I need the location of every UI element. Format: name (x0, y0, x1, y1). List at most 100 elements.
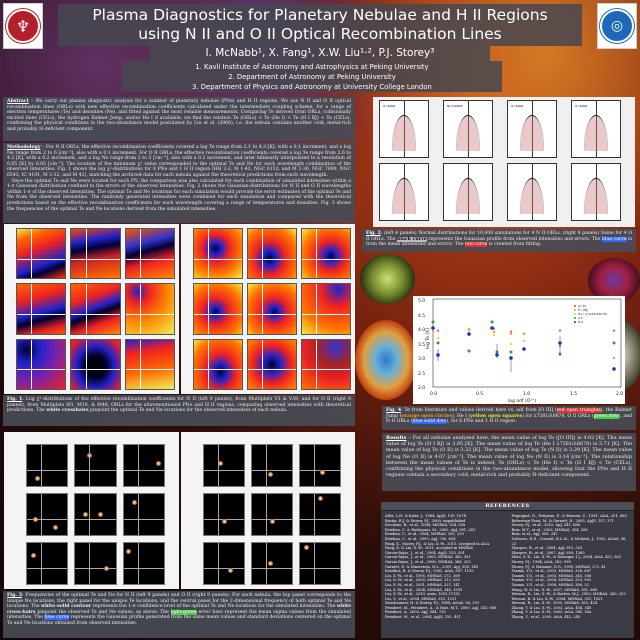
frequency-panel (26, 444, 69, 487)
affiliations: 1. Kavli Institute of Astronomy and Astr… (122, 61, 502, 92)
fig2-text-2: represents the Gaussian profile from obs… (426, 236, 602, 242)
distribution-label: I₀=1000 (383, 104, 396, 108)
heatmap-panel (70, 338, 121, 390)
fig2-black-curve: black curve (397, 236, 427, 242)
fig3-bold-2: white cross-hairs (7, 604, 351, 615)
reference-item: Peimbert, M., et al., 2004, ApJS, 150, 4… (385, 615, 461, 620)
fig1-caption-end: pinpoint the optimal Te and Ne locations… (88, 408, 288, 414)
frequency-panel (74, 542, 117, 585)
reference-item: Liu, X.-W., et al., 2004, MNRAS, 348, 19… (385, 587, 463, 592)
svg-text:3.5: 3.5 (418, 342, 425, 348)
affiliation-3: 3. Department of Physics and Astronomy a… (192, 83, 432, 91)
reference-item: Tsamis, Y.G., et al., 2008, MNRAS, 386, … (511, 582, 589, 587)
reference-item: Zhang, Y. & Liu, X.-W., 2005, A&A, 545, … (511, 610, 592, 615)
heatmap-panel (301, 283, 351, 335)
reference-item: Esteban, C., et al., 2004, MNRAS, 355, 2… (385, 532, 464, 537)
nebula-image-ring (355, 320, 417, 400)
reference-item: Nussbaumer, H. & Storey, P.J., 1984, A&A… (385, 601, 480, 606)
fig3-n2-frequency-plots (4, 432, 179, 589)
fig4-text-1: : Te from literature and values derived … (401, 408, 557, 413)
svg-text:4.5: 4.5 (418, 313, 425, 319)
heatmap-panel (16, 283, 67, 335)
fig1-o2-heatmaps (181, 224, 355, 394)
peking-university-logo: ♆ (3, 3, 43, 49)
abstract-text: – We carry out plasma diagnostic analysi… (7, 99, 351, 132)
heatmap-panel (193, 283, 243, 335)
distribution-label: I₀=1000 (511, 104, 524, 108)
fig1-caption: Fig. 1: Log χ²-distributions of the effe… (3, 395, 355, 426)
reference-item: Wesson, R., Liu, X.-W., & Barlow, M.J., … (511, 592, 626, 597)
reference-item: Ercolano, B., et al., 2004, MNRAS, 354, … (385, 523, 466, 528)
reference-item: Sharpee, B., et al., 2007, ApJ, 659, 126… (511, 550, 585, 555)
reference-item: Peimbert, M., Peimbert, A., & Ruiz, M.T.… (385, 605, 497, 610)
methodology-paragraph-1: – For N II ORLs, the effective recombina… (7, 145, 351, 178)
fig4-text-5: ), and N II ORLs ( (386, 413, 633, 425)
fig2-red-curve: red curve (464, 242, 488, 248)
distribution-panel (379, 163, 429, 221)
fig2-distributions: I₀=1000 N₀=10000 I₀=1000 I₀=1000 (373, 97, 635, 227)
distribution-panel: I₀=1000 (507, 100, 557, 158)
svg-text:He I (λ7281/λ6678): He I (λ7281/λ6678) (578, 312, 607, 316)
fig2-caption-text: : (left 4 panels) Normal distributions f… (366, 231, 633, 242)
svg-text:log Te [K]: log Te [K] (425, 328, 431, 349)
svg-text:1.0: 1.0 (523, 391, 530, 397)
fig3-text-2: represents the 1-σ confidence level of t… (91, 604, 337, 610)
fig4-blue-dots: blue solid dots (412, 419, 447, 425)
reference-item: Bastin, R.J. & Storey, P.J., 2009, unpub… (385, 518, 466, 523)
reference-item: Wang, W. & Liu, X.-W., 2007, MNRAS, 381,… (511, 587, 598, 592)
fig2-label: Fig. 2 (366, 231, 381, 236)
references-heading: REFERENCES (381, 502, 634, 511)
references-panel: REFERENCES Aller, L.H. & Kaler, J., 1964… (381, 502, 634, 638)
reference-item: Tsamis, Y.G., et al., 2004, MNRAS, 353, … (511, 578, 592, 583)
fig4-scatter-plot: 5.0 4.5 4.0 3.5 3.0 2.5 2.0 0.0 0.5 1.0 1.5 2.0 lo… (418, 298, 623, 404)
fig3-caption-text: : Frequencies of the optimal Te and Ne f… (7, 593, 351, 610)
reference-item: Tsamis, Y.G., et al., 2003, MNRAS, 338, … (511, 569, 592, 574)
reference-item: Esteban, C., et al., 2009, ApJ, 700, 654 (385, 536, 456, 541)
fig4-yellow-squares: yellow open squares (470, 413, 523, 419)
svg-text:N II: N II (578, 320, 583, 324)
reference-item: Ruiz, et al., ApJ, 595, 247 (511, 532, 558, 537)
fig2-blue-curve: blue curve (602, 236, 627, 242)
frequency-panel (203, 493, 245, 536)
heatmap-panel (301, 228, 351, 280)
abstract-heading: Abstract (7, 99, 29, 104)
distribution-panel: I₀=1000 (571, 100, 621, 158)
affiliation-2: 2. Department of Astronomy at Peking Uni… (228, 73, 396, 81)
fig1-caption-text: : Log χ²-distributions of the effective … (7, 397, 351, 414)
fig2-caption: Fig. 2: (left 4 panels) Normal distribut… (362, 229, 636, 252)
frequency-panel (74, 444, 117, 487)
heatmap-panel (193, 228, 243, 280)
fig3-blue-highlight: blue curve (44, 615, 70, 621)
reference-item: Garcia-Rojas, J., et al., 2004, ApJS, 15… (385, 550, 465, 555)
references-left-column: Aller, L.H. & Kaler, J., 1964, ApJS, 139… (385, 514, 504, 620)
reference-item: Garnett, D. & Dinerstein, H.L., 2001, Ap… (385, 564, 479, 569)
reference-item: Liu, X.-W., et al., 2000, MNRAS, 312, 58… (385, 578, 460, 583)
reference-item: Sharpee, B., et al., 2004, ApJ, 615, 323 (511, 546, 583, 551)
frequency-panel (74, 493, 117, 536)
authors: I. McNabb¹, X. Fang¹, X.W. Liu¹·², P.J. … (150, 46, 490, 61)
distribution-label: I₀=1000 (575, 104, 588, 108)
fig4-green-dots: green dots (593, 413, 619, 419)
svg-text:2.0: 2.0 (616, 391, 623, 397)
reference-item: Liu, X.-W., et al., 1995, MNRAS, 272, 36… (385, 573, 460, 578)
results-text: – For all nebulae analyzed here, the mea… (386, 435, 632, 479)
heatmap-panel (247, 338, 297, 390)
data-points (431, 320, 616, 372)
reference-item: Liu, X.-W., et al., 2010, arxiv, 1001.37… (385, 592, 460, 597)
heatmap-panel (193, 338, 243, 390)
fig3-text-5: represents the Gaussian profile generate… (7, 615, 351, 626)
reference-item: Fang, X., Storey, P.J., & Liu, X.-W., 20… (385, 541, 490, 546)
heatmap-panel (301, 338, 351, 390)
reference-item: Liu, X.-W., et al., 2001, MNRAS, 327, 14… (385, 582, 460, 587)
affiliation-1: 1. Kavli Institute of Astronomy and Astr… (195, 63, 429, 71)
fig4-text-4: ) for λ7281/λ6678, O II ORLs ( (522, 413, 594, 419)
methodology-paragraph-2: Once the optimal Te and Ne were located … (7, 178, 352, 212)
reference-item: Storey, P.J. & Hummer, D.G., 1995, MNRAS… (511, 564, 606, 569)
distribution-panel (443, 163, 493, 221)
distribution-panel: I₀=1000 (379, 100, 429, 158)
x-axis-label: log adf (O²⁺) (508, 398, 536, 404)
svg-text:1.5: 1.5 (570, 391, 577, 397)
fig4-text-6: ), for 6 PNe and 1 H II region. (446, 419, 517, 425)
frequency-panel (299, 444, 341, 487)
reference-item: Garcia-Rojas, J., et al., 2005, MNRAS, 3… (385, 555, 471, 560)
